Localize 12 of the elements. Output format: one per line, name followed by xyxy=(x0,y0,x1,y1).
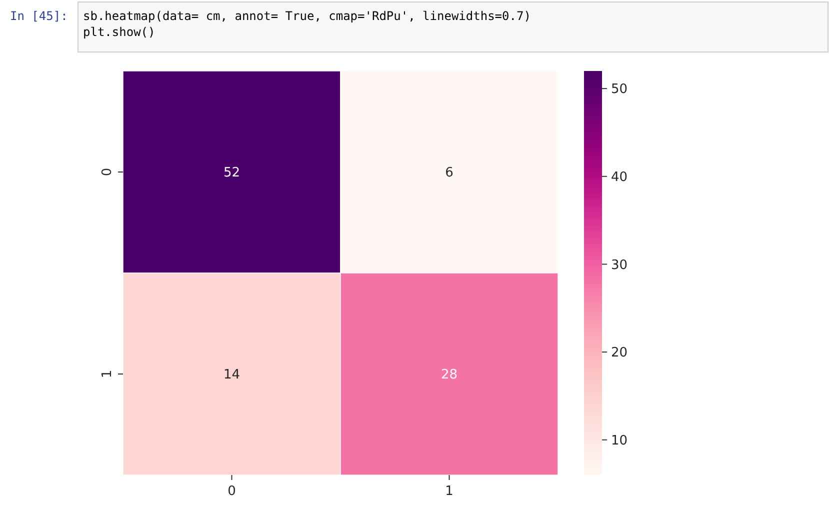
data-label: 6 xyxy=(445,166,454,181)
color-bar-label: 10 xyxy=(611,433,628,448)
color-bar-label: 20 xyxy=(611,346,628,361)
data-label: 14 xyxy=(223,368,240,383)
color-bar-label: 30 xyxy=(611,258,628,273)
text: sb.heatmap(data= cm, annot= True, cmap='RdPu', linewidths=0.7) xyxy=(83,9,531,23)
text: plt.show() xyxy=(83,25,156,39)
data-label: 52 xyxy=(223,166,240,181)
color-bar-label: 40 xyxy=(611,170,628,185)
color-bar-label: 50 xyxy=(611,82,628,98)
data-label: 28 xyxy=(440,368,458,383)
text: In [45]: xyxy=(10,9,68,23)
